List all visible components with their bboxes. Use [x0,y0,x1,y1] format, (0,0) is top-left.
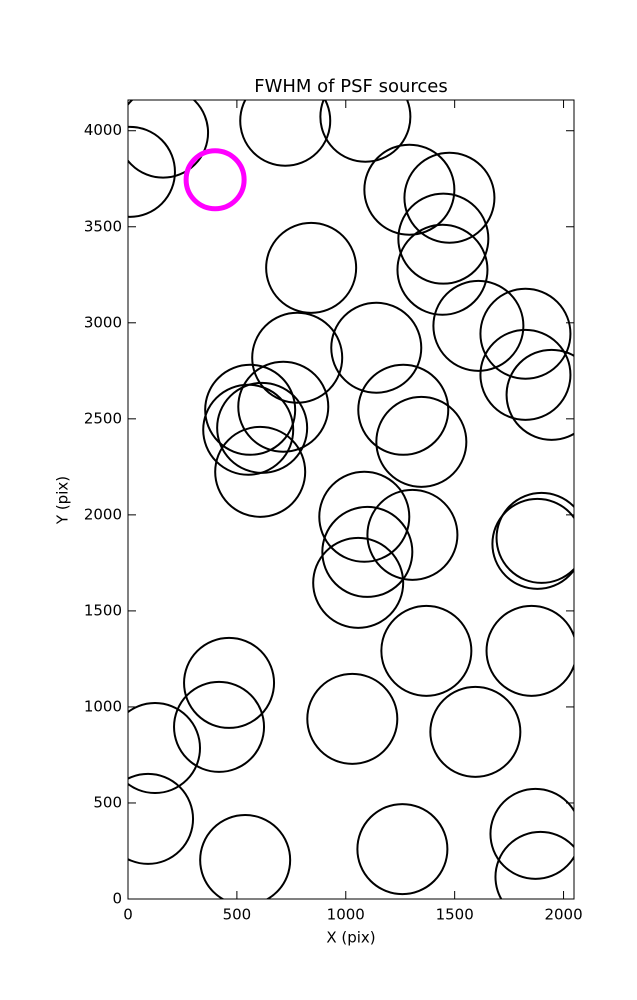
psf-source [239,100,332,167]
psf-source [306,672,399,765]
psf-source [199,814,292,899]
psf-source [251,311,344,404]
psf-source [357,363,450,456]
psf-source [366,488,459,581]
psf-source [265,221,358,314]
psf-source [202,383,295,476]
x-tick-label: 0 [123,906,133,924]
psf-source [479,287,572,380]
psf-source [403,151,496,244]
x-tick-label: 2000 [544,906,582,924]
psf-source [485,604,574,697]
psf-source [321,505,414,598]
psf-source [183,636,276,729]
psf-source [396,223,489,316]
x-axis-label: X (pix) [326,929,375,947]
y-tick-label: 3000 [84,313,122,331]
psf-source [312,536,405,629]
y-tick-label: 1000 [84,697,122,715]
x-tick-label: 1500 [436,906,474,924]
psf-source [489,787,574,880]
psf-source [330,301,423,394]
chart-title: FWHM of PSF sources [254,76,448,97]
psf-source [505,348,574,441]
psf-source [380,604,473,697]
psf-source [128,100,210,179]
y-tick-label: 2000 [84,505,122,523]
y-tick-label: 0 [112,890,122,908]
psf-source [397,192,490,285]
y-axis-label: Y (pix) [54,476,72,525]
psf-source [491,497,574,590]
psf-source [375,395,468,488]
plot-frame [127,99,575,900]
psf-source [183,148,247,212]
psf-source [494,830,574,899]
psf-source [214,425,307,518]
y-tick-label: 4000 [84,121,122,139]
y-tick-label: 3500 [84,217,122,235]
x-tick-label: 500 [223,906,252,924]
psf-source [318,470,411,563]
psf-source [495,491,574,584]
psf-source [128,772,195,865]
psf-source [363,143,456,236]
y-tick-label: 2500 [84,409,122,427]
psf-source [479,328,572,421]
psf-source [128,702,201,795]
psf-source [319,100,412,163]
psf-source [429,685,522,778]
plot-area [128,100,574,899]
psf-source [432,279,525,372]
psf-source [237,360,330,453]
y-tick-label: 1500 [84,601,122,619]
psf-source [128,125,176,218]
y-tick-label: 500 [93,793,122,811]
psf-source [204,363,297,456]
psf-source [356,803,449,896]
x-tick-label: 1000 [327,906,365,924]
psf-source [173,680,266,773]
